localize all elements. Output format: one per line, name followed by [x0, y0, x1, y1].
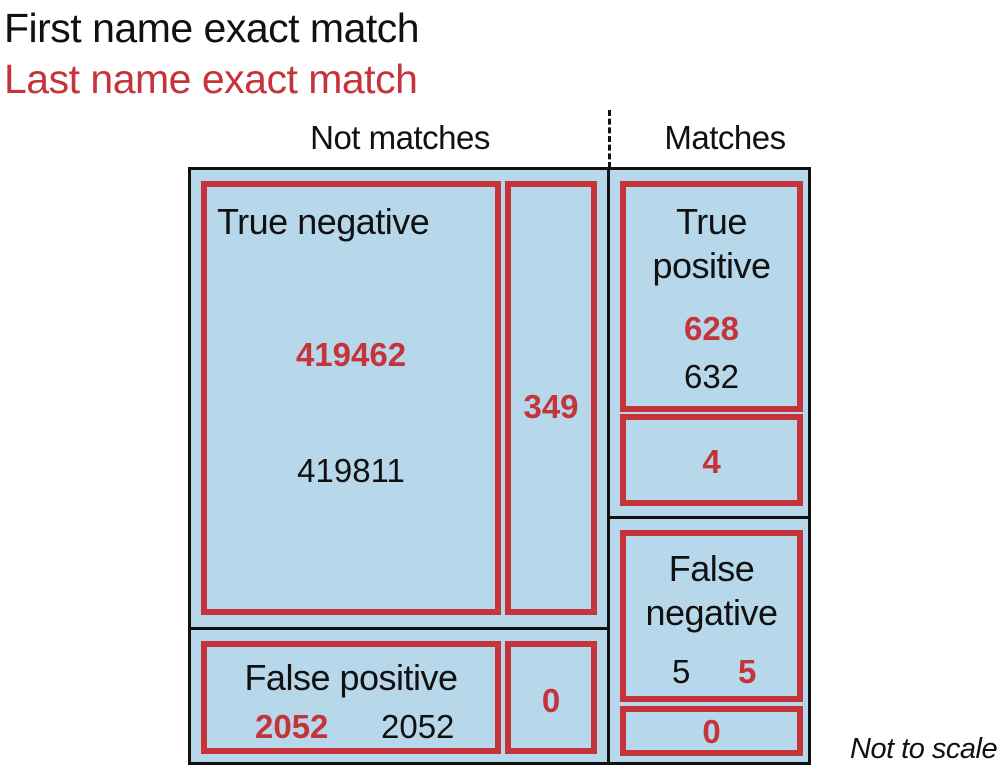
true-negative-cell: True negative 419462 419811: [201, 181, 501, 615]
true-negative-difference-cell: 349: [505, 181, 597, 615]
true-negative-last-name-value: 419462: [295, 336, 407, 373]
false-positive-label: False positive: [244, 657, 458, 698]
right-horizontal-divider: [609, 516, 811, 519]
false-positive-last-name-value: 2052: [255, 708, 329, 745]
vertical-divider: [607, 167, 610, 765]
false-negative-label-line2: negative: [645, 592, 778, 633]
false-negative-cell: False negative 5 5: [620, 530, 803, 702]
true-negative-first-name-value: 419811: [297, 452, 405, 489]
false-positive-difference-cell: 0: [505, 641, 597, 754]
false-negative-first-name-value: 5: [672, 653, 691, 690]
true-negative-difference-value: 349: [523, 388, 579, 425]
false-negative-difference-value: 0: [702, 713, 721, 750]
false-positive-cell: False positive 2052 2052: [201, 641, 501, 754]
column-header-matches: Matches: [664, 119, 786, 156]
false-positive-first-name-value: 2052: [381, 708, 455, 745]
false-negative-label-line1: False: [668, 548, 755, 589]
true-positive-first-name-value: 632: [683, 358, 740, 395]
true-positive-cell: True positive 628 632: [620, 181, 803, 412]
true-negative-label: True negative: [217, 201, 430, 242]
left-horizontal-divider: [188, 627, 609, 630]
column-header-not-matches: Not matches: [310, 119, 490, 156]
true-positive-label-line2: positive: [652, 245, 771, 286]
true-positive-last-name-value: 628: [683, 310, 740, 347]
true-positive-difference-cell: 4: [620, 414, 803, 506]
column-divider-dashed: [608, 110, 611, 168]
false-negative-last-name-value: 5: [738, 653, 757, 690]
legend-first-name: First name exact match: [4, 5, 420, 51]
true-positive-label-line1: True: [676, 201, 747, 242]
not-to-scale-note: Not to scale: [850, 733, 998, 765]
false-positive-difference-value: 0: [541, 682, 561, 719]
legend-last-name: Last name exact match: [4, 56, 418, 102]
true-positive-difference-value: 4: [702, 443, 721, 480]
false-negative-difference-cell: 0: [620, 706, 803, 756]
